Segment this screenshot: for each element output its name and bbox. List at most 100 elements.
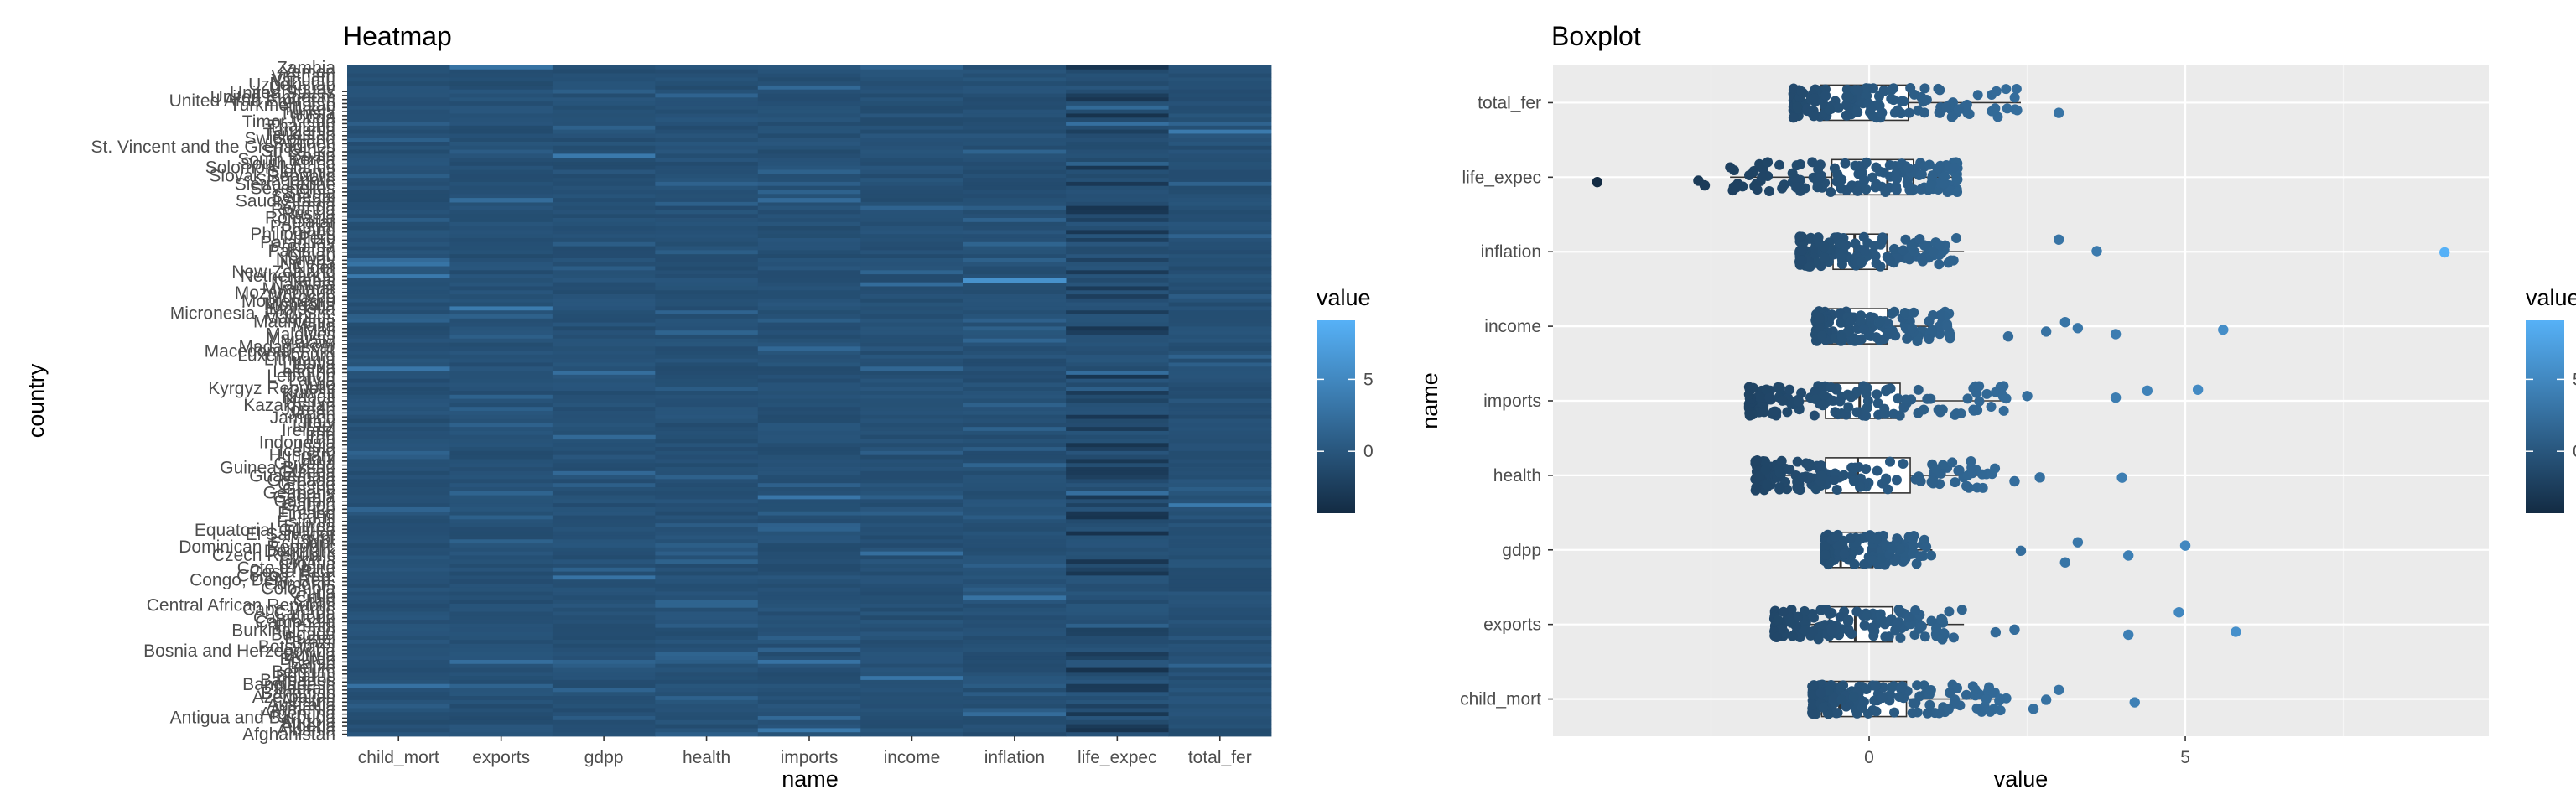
heatmap-cell (860, 708, 964, 713)
heatmap-cell (963, 298, 1067, 304)
heatmap-cell (860, 165, 964, 170)
heatmap-cell (757, 169, 861, 174)
data-point (1909, 630, 1920, 641)
heatmap-cell (757, 728, 861, 733)
heatmap-cell (757, 302, 861, 307)
heatmap-cell (655, 161, 759, 167)
y-tick-label: Bhutan (279, 650, 335, 669)
heatmap-cell (1168, 266, 1272, 271)
heatmap-cell (1168, 439, 1272, 444)
heatmap-cell (347, 631, 450, 636)
heatmap-cell (963, 607, 1067, 612)
heatmap-cell (347, 434, 450, 439)
heatmap-cell (449, 138, 553, 143)
heatmap-cell (347, 696, 450, 701)
heatmap-cell (655, 257, 759, 263)
heatmap-cell (860, 611, 964, 616)
heatmap-cell (449, 672, 553, 677)
heatmap-cell (552, 591, 656, 596)
heatmap-cell (860, 595, 964, 600)
y-tick-label: Bahamas (261, 683, 335, 703)
heatmap-cell (552, 571, 656, 576)
heatmap-cell (552, 387, 656, 392)
heatmap-cell (1066, 555, 1169, 560)
heatmap-cell (1066, 647, 1169, 652)
heatmap-cell (963, 519, 1067, 524)
heatmap-cell (449, 495, 553, 500)
heatmap-cell (449, 479, 553, 484)
heatmap-cell (860, 158, 964, 163)
heatmap-cell (655, 387, 759, 392)
heatmap-cell (1066, 221, 1169, 227)
data-point (1751, 455, 1762, 466)
heatmap-cell (1066, 564, 1169, 569)
heatmap-cell (1066, 298, 1169, 304)
heatmap-cell (449, 387, 553, 392)
heatmap-cell (655, 418, 759, 423)
heatmap-cell (655, 181, 759, 187)
heatmap-cell (655, 423, 759, 428)
data-point (1744, 410, 1755, 421)
data-point (1919, 404, 1929, 415)
heatmap-cell (347, 371, 450, 376)
y-tick-label: Gabon (283, 496, 335, 515)
y-tick-label: Paraguay (260, 233, 335, 252)
heatmap-cell (449, 591, 553, 596)
data-point (1968, 404, 1979, 415)
heatmap-cell (860, 647, 964, 652)
heatmap-cell (757, 439, 861, 444)
heatmap-cell (860, 443, 964, 448)
y-tick-label: France (281, 500, 335, 519)
heatmap-cell (860, 503, 964, 508)
heatmap-cell (757, 679, 861, 685)
y-tick-label: Finland (278, 504, 335, 523)
heatmap-cell (552, 595, 656, 600)
heatmap-cell (449, 652, 553, 657)
heatmap-cell (1066, 237, 1169, 243)
heatmap-cell (552, 724, 656, 729)
heatmap-cell (552, 531, 656, 536)
heatmap-cell (860, 362, 964, 367)
data-point (1950, 477, 1961, 488)
boxplot-chart: Boxplot child_mortexportsgdpphealthimpor… (1417, 21, 2576, 792)
heatmap-cell (347, 257, 450, 263)
heatmap-cell (1168, 663, 1272, 668)
heatmap-cell (860, 418, 964, 423)
heatmap-cell (552, 652, 656, 657)
heatmap-cell (860, 615, 964, 621)
heatmap-cell (1168, 314, 1272, 319)
heatmap-cell (1066, 149, 1169, 154)
heatmap-cell (347, 165, 450, 170)
heatmap-cell (449, 113, 553, 118)
heatmap-cell (552, 716, 656, 721)
y-tick-label: health (1493, 466, 1541, 486)
data-point (1750, 485, 1761, 496)
heatmap-cell (1168, 237, 1272, 243)
heatmap-cell (1168, 145, 1272, 150)
heatmap-cell (1066, 181, 1169, 187)
heatmap-cell (347, 142, 450, 147)
heatmap-cell (655, 221, 759, 227)
data-point (1934, 259, 1945, 270)
data-point (1835, 396, 1846, 407)
data-point (1919, 107, 1930, 118)
y-tick-label: Singapore (255, 171, 335, 190)
heatmap-cell (963, 81, 1067, 86)
heatmap-cell (757, 414, 861, 419)
heatmap-cell (655, 178, 759, 183)
heatmap-cell (347, 145, 450, 150)
heatmap-cell (1066, 547, 1169, 553)
heatmap-cell (757, 73, 861, 78)
heatmap-cell (655, 129, 759, 134)
heatmap-cell (860, 407, 964, 412)
y-tick-label: Serbia (284, 184, 335, 203)
heatmap-cell (757, 676, 861, 681)
heatmap-cell (552, 407, 656, 412)
heatmap-cell (757, 117, 861, 122)
heatmap-cell (1168, 483, 1272, 488)
heatmap-cell (449, 89, 553, 94)
heatmap-cell (860, 495, 964, 500)
heatmap-cell (1066, 636, 1169, 641)
heatmap-cell (347, 113, 450, 118)
heatmap-cell (655, 302, 759, 307)
